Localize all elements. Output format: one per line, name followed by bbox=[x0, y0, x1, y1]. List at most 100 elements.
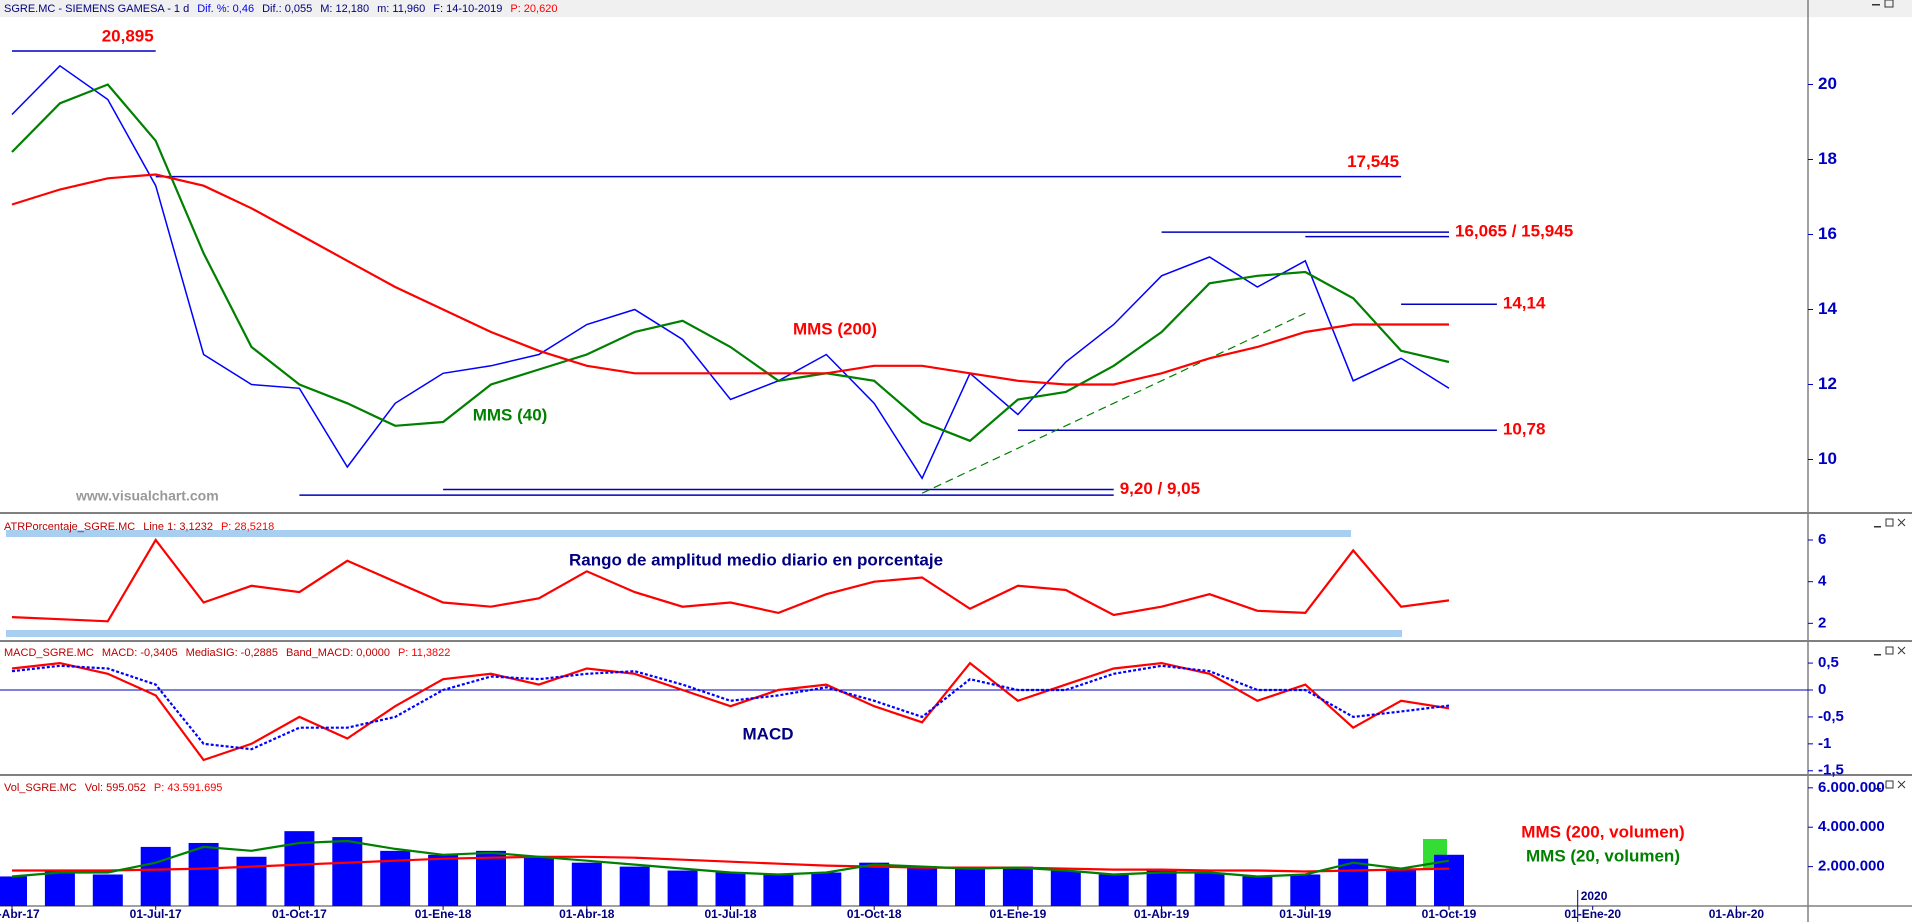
y-tick-label: 0,5 bbox=[1818, 654, 1839, 671]
series-line bbox=[11, 64, 1450, 480]
volume-bar bbox=[0, 876, 27, 906]
level-label: 17,545 bbox=[1347, 152, 1399, 171]
level-label: 14,14 bbox=[1503, 294, 1546, 313]
x-tick-label: 01-Oct-18 bbox=[847, 907, 902, 921]
maximize[interactable] bbox=[1885, 518, 1894, 527]
header-item: ATRPorcentaje_SGRE.MC bbox=[4, 521, 135, 533]
series-label: MACD bbox=[743, 724, 794, 743]
series-line bbox=[11, 173, 1449, 386]
volume-bar bbox=[715, 872, 746, 906]
series-label: MMS (40) bbox=[473, 405, 548, 424]
header-item: SGRE.MC - SIEMENS GAMESA - 1 d bbox=[4, 3, 189, 15]
y-tick-label: 2.000.000 bbox=[1818, 858, 1885, 875]
atr-band bbox=[6, 530, 1351, 537]
x-tick-label: 01-Jul-19 bbox=[1279, 907, 1331, 921]
level-label: 10,78 bbox=[1503, 420, 1546, 439]
series-label: MMS (200) bbox=[793, 319, 877, 338]
y-tick-label: 0 bbox=[1818, 681, 1826, 698]
series-line bbox=[11, 661, 1450, 762]
minimize[interactable] bbox=[1872, 4, 1880, 6]
window-controls[interactable] bbox=[1874, 780, 1906, 790]
volume-bar bbox=[1242, 876, 1273, 906]
window-controls[interactable] bbox=[1874, 646, 1906, 656]
maximize[interactable] bbox=[1884, 0, 1894, 8]
header-item: Vol_SGRE.MC bbox=[4, 782, 77, 794]
series-label: MMS (20, volumen) bbox=[1526, 846, 1680, 865]
volume-bar bbox=[236, 856, 267, 906]
x-tick-label: 01-Abr-17 bbox=[0, 907, 40, 921]
volume-bar bbox=[1050, 870, 1081, 906]
header-item: P: 43.591.695 bbox=[154, 782, 223, 794]
volume-bar bbox=[188, 842, 219, 906]
volume-bar bbox=[571, 862, 602, 906]
volume-bar bbox=[332, 837, 363, 906]
y-tick-label: -1 bbox=[1818, 735, 1831, 752]
volume-bar bbox=[1002, 866, 1033, 906]
close[interactable] bbox=[1897, 518, 1906, 527]
trend-line bbox=[921, 312, 1306, 494]
header-item: MACD: -0,3405 bbox=[102, 647, 178, 659]
level-label: 9,20 / 9,05 bbox=[1120, 479, 1200, 498]
x-tick-label: 01-Ene-19 bbox=[990, 907, 1047, 921]
volume-bar bbox=[428, 854, 459, 906]
volume-bar bbox=[92, 874, 123, 906]
watermark: www.visualchart.com bbox=[75, 488, 219, 504]
volume-bar bbox=[811, 872, 842, 906]
volume-bar bbox=[955, 868, 985, 906]
volume-bar bbox=[523, 856, 554, 906]
volume-bar bbox=[1386, 868, 1417, 906]
y-tick-label: -0,5 bbox=[1818, 708, 1844, 725]
header-item: MACD_SGRE.MC bbox=[4, 647, 94, 659]
window-controls[interactable] bbox=[1874, 518, 1906, 528]
volume-bar bbox=[1194, 872, 1225, 906]
level-label: 16,065 / 15,945 bbox=[1455, 222, 1573, 241]
minimize[interactable] bbox=[1874, 788, 1881, 790]
x-tick-label: 01-Abr-20 bbox=[1709, 907, 1765, 921]
close[interactable] bbox=[1897, 780, 1906, 789]
volume-bar bbox=[619, 866, 650, 906]
level-label: 20,895 bbox=[102, 26, 154, 45]
x-tick-label: 01-Oct-17 bbox=[272, 907, 327, 921]
series-line bbox=[11, 538, 1450, 623]
header-item: F: 14-10-2019 bbox=[433, 3, 502, 15]
maximize[interactable] bbox=[1885, 780, 1894, 789]
minimize[interactable] bbox=[1874, 654, 1881, 656]
y-tick-label: 18 bbox=[1818, 149, 1837, 168]
header-item: Dif.: 0,055 bbox=[262, 3, 312, 15]
header-item: M: 12,180 bbox=[320, 3, 369, 15]
header-item: Dif. %: 0,46 bbox=[197, 3, 254, 15]
volume-bar bbox=[859, 862, 890, 906]
x-tick-label: 01-Ene-18 bbox=[415, 907, 472, 921]
y-tick-label: 6 bbox=[1818, 531, 1826, 548]
minimize[interactable] bbox=[1874, 526, 1881, 528]
panel-header: MACD_SGRE.MC MACD: -0,3405 MediaSIG: -0,28… bbox=[4, 647, 450, 659]
volume-bar bbox=[763, 874, 794, 906]
y-tick-label: 4 bbox=[1818, 573, 1827, 590]
volume-bar bbox=[380, 850, 411, 906]
y-tick-label: 12 bbox=[1818, 374, 1837, 393]
window-controls[interactable] bbox=[1872, 0, 1894, 8]
header-item: Vol: 595.052 bbox=[85, 782, 146, 794]
volume-bar bbox=[140, 846, 171, 906]
volume-bar bbox=[667, 870, 698, 906]
y-tick-label: -1,5 bbox=[1818, 762, 1844, 779]
series-line bbox=[12, 855, 1450, 873]
volume-bar bbox=[1146, 870, 1177, 906]
panel-header: SGRE.MC - SIEMENS GAMESA - 1 d Dif. %: 0,… bbox=[4, 3, 557, 15]
volume-bar bbox=[1098, 874, 1129, 906]
volume-bar bbox=[1338, 858, 1369, 906]
x-tick-label: 01-Abr-18 bbox=[559, 907, 615, 921]
series-label: MMS (200, volumen) bbox=[1521, 822, 1684, 841]
close[interactable] bbox=[1897, 646, 1906, 655]
maximize[interactable] bbox=[1885, 646, 1894, 655]
series-line bbox=[11, 83, 1450, 443]
header-item: Band_MACD: 0,0000 bbox=[286, 647, 390, 659]
series-line bbox=[11, 664, 1450, 751]
x-tick-label: 01-Jul-18 bbox=[704, 907, 756, 921]
x-tick-label: 01-Abr-19 bbox=[1134, 907, 1190, 921]
year-marker: 2020 bbox=[1581, 889, 1608, 903]
atr-band bbox=[6, 630, 1402, 637]
x-tick-label: 01-Oct-19 bbox=[1422, 907, 1477, 921]
header-item: Line 1: 3,1232 bbox=[143, 521, 213, 533]
